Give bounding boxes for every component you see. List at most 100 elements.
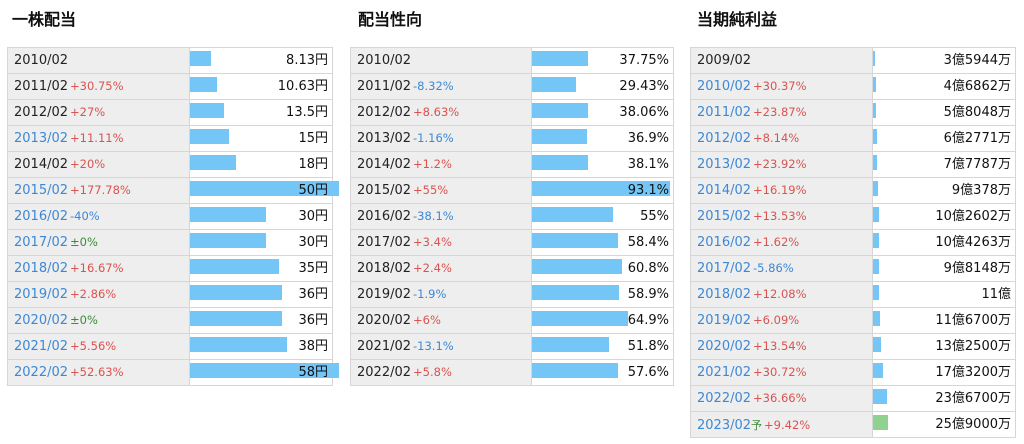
year-label[interactable]: 2012/02 bbox=[14, 105, 69, 120]
value-text: 60.8% bbox=[627, 261, 669, 276]
year-label[interactable]: 2017/02 bbox=[357, 235, 412, 250]
bar-cell: 15円 bbox=[189, 125, 333, 152]
change-percent: -1.9% bbox=[413, 287, 447, 301]
year-label[interactable]: 2019/02 bbox=[14, 287, 69, 302]
bar-cell: 55% bbox=[531, 203, 674, 230]
year-label[interactable]: 2020/02 bbox=[14, 313, 69, 328]
value-text: 51.8% bbox=[627, 339, 669, 354]
value-bar bbox=[190, 129, 229, 144]
row-label: 2018/02 +16.67% bbox=[7, 255, 190, 282]
year-label[interactable]: 2011/02 bbox=[697, 105, 752, 120]
year-label[interactable]: 2015/02 bbox=[14, 183, 69, 198]
table-row: 2016/02 +1.62% 10億4263万 bbox=[690, 229, 1016, 256]
change-percent: +1.2% bbox=[413, 157, 452, 171]
row-label: 2017/02 +3.4% bbox=[350, 229, 532, 256]
value-bar bbox=[532, 259, 622, 274]
change-percent: +16.19% bbox=[753, 183, 807, 197]
year-label[interactable]: 2015/02 bbox=[357, 183, 412, 198]
year-label[interactable]: 2013/02 bbox=[697, 157, 752, 172]
year-label[interactable]: 2018/02 bbox=[14, 261, 69, 276]
dividend-title: 一株配当 bbox=[12, 10, 77, 29]
year-label[interactable]: 2010/02 bbox=[14, 53, 69, 68]
value-bar bbox=[190, 51, 211, 66]
table-row: 2019/02 -1.9% 58.9% bbox=[350, 281, 674, 308]
value-bar bbox=[873, 233, 879, 248]
year-label[interactable]: 2016/02 bbox=[14, 209, 69, 224]
table-row: 2016/02 -38.1% 55% bbox=[350, 203, 674, 230]
year-label[interactable]: 2022/02 bbox=[14, 365, 69, 380]
net-income-title: 当期純利益 bbox=[697, 10, 778, 29]
bar-cell: 35円 bbox=[189, 255, 333, 282]
year-label[interactable]: 2010/02 bbox=[357, 53, 412, 68]
bar-cell: 13.5円 bbox=[189, 99, 333, 126]
year-label[interactable]: 2012/02 bbox=[357, 105, 412, 120]
value-bar bbox=[532, 103, 588, 118]
value-text: 55% bbox=[640, 209, 669, 224]
year-label[interactable]: 2022/02 bbox=[357, 365, 412, 380]
year-label[interactable]: 2021/02 bbox=[357, 339, 412, 354]
row-label: 2015/02 +55% bbox=[350, 177, 532, 204]
row-label: 2011/02 -8.32% bbox=[350, 73, 532, 100]
year-label[interactable]: 2010/02 bbox=[697, 79, 752, 94]
year-label[interactable]: 2021/02 bbox=[14, 339, 69, 354]
change-percent: +177.78% bbox=[70, 183, 131, 197]
bar-cell: 23億6700万 bbox=[872, 385, 1016, 412]
table-row: 2015/02 +177.78% 50円 bbox=[7, 177, 339, 204]
table-row: 2012/02 +27% 13.5円 bbox=[7, 99, 333, 126]
year-label[interactable]: 2017/02 bbox=[697, 261, 752, 276]
value-text: 10億2602万 bbox=[935, 209, 1011, 224]
bar-cell: 64.9% bbox=[531, 307, 674, 334]
year-label[interactable]: 2016/02 bbox=[697, 235, 752, 250]
year-label[interactable]: 2011/02 bbox=[14, 79, 69, 94]
year-label[interactable]: 2021/02 bbox=[697, 365, 752, 380]
year-label[interactable]: 2018/02 bbox=[697, 287, 752, 302]
value-bar bbox=[190, 181, 339, 196]
value-bar bbox=[190, 103, 224, 118]
year-label[interactable]: 2022/02 bbox=[697, 391, 752, 406]
bar-cell: 57.6% bbox=[531, 359, 674, 386]
bar-cell: 5億8048万 bbox=[872, 99, 1016, 126]
bar-cell: 60.8% bbox=[531, 255, 674, 282]
value-bar bbox=[873, 103, 876, 118]
row-label: 2010/02 bbox=[7, 47, 190, 74]
year-label[interactable]: 2019/02 bbox=[697, 313, 752, 328]
year-label[interactable]: 2017/02 bbox=[14, 235, 69, 250]
year-label[interactable]: 2023/02 bbox=[697, 417, 752, 433]
year-label[interactable]: 2014/02 bbox=[14, 157, 69, 172]
year-label[interactable]: 2014/02 bbox=[357, 157, 412, 172]
bar-cell: 37.75% bbox=[531, 47, 674, 74]
year-label[interactable]: 2020/02 bbox=[357, 313, 412, 328]
row-label: 2020/02 ±0% bbox=[7, 307, 190, 334]
change-percent: +2.4% bbox=[413, 261, 452, 275]
year-label[interactable]: 2012/02 bbox=[697, 131, 752, 146]
change-percent: ±0% bbox=[70, 313, 98, 327]
year-label[interactable]: 2020/02 bbox=[697, 339, 752, 354]
year-label[interactable]: 2013/02 bbox=[357, 131, 412, 146]
value-bar bbox=[873, 181, 878, 196]
row-label: 2022/02 +52.63% bbox=[7, 359, 190, 386]
value-bar bbox=[532, 129, 587, 144]
year-label[interactable]: 2018/02 bbox=[357, 261, 412, 276]
year-label[interactable]: 2019/02 bbox=[357, 287, 412, 302]
bar-cell: 38円 bbox=[189, 333, 333, 360]
value-text: 58円 bbox=[298, 365, 328, 380]
change-percent: +52.63% bbox=[70, 365, 124, 379]
year-label[interactable]: 2014/02 bbox=[697, 183, 752, 198]
year-label[interactable]: 2015/02 bbox=[697, 209, 752, 224]
change-percent: +6% bbox=[413, 313, 441, 327]
value-text: 23億6700万 bbox=[935, 391, 1011, 406]
row-label: 2012/02 +8.63% bbox=[350, 99, 532, 126]
value-bar bbox=[190, 363, 339, 378]
year-label[interactable]: 2011/02 bbox=[357, 79, 412, 94]
table-row: 2011/02 -8.32% 29.43% bbox=[350, 73, 674, 100]
row-label: 2016/02 +1.62% bbox=[690, 229, 873, 256]
change-percent: +13.53% bbox=[753, 209, 807, 223]
change-percent: +8.14% bbox=[753, 131, 800, 145]
table-row: 2015/02 +13.53% 10億2602万 bbox=[690, 203, 1016, 230]
year-label[interactable]: 2016/02 bbox=[357, 209, 412, 224]
year-label[interactable]: 2013/02 bbox=[14, 131, 69, 146]
bar-cell: 13億2500万 bbox=[872, 333, 1016, 360]
year-label[interactable]: 2009/02 bbox=[697, 53, 752, 68]
dividend-table: 2010/02 8.13円 2011/02 +30.75% 10.63円 2012/02 +… bbox=[7, 47, 339, 386]
change-percent: +16.67% bbox=[70, 261, 124, 275]
